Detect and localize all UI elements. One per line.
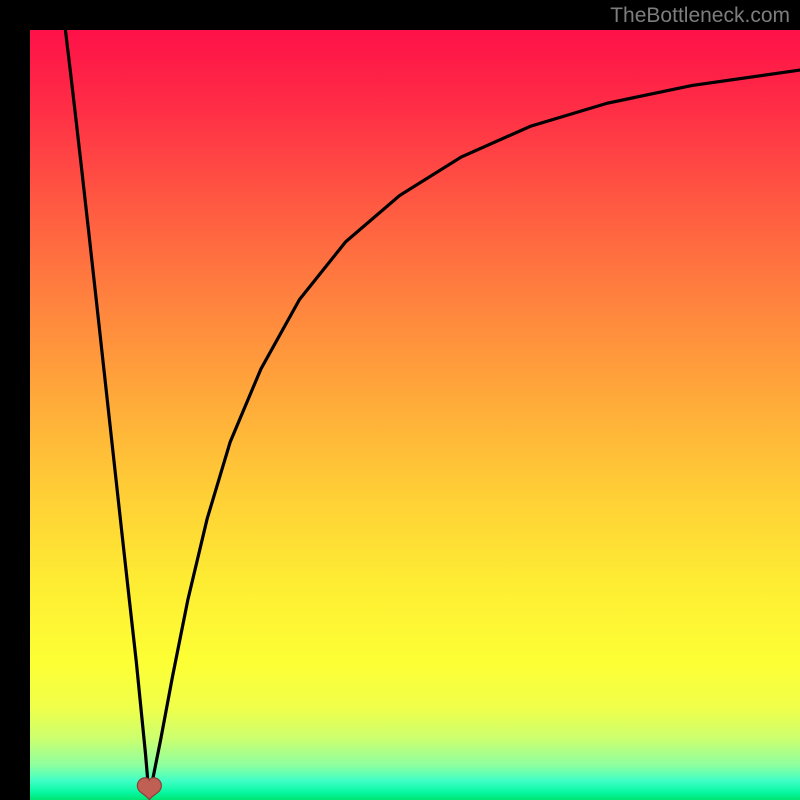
plot-area <box>30 30 800 800</box>
watermark-text: TheBottleneck.com <box>610 4 790 28</box>
plot-svg <box>30 30 800 800</box>
gradient-background <box>30 30 800 800</box>
chart-container: TheBottleneck.com <box>0 0 800 800</box>
